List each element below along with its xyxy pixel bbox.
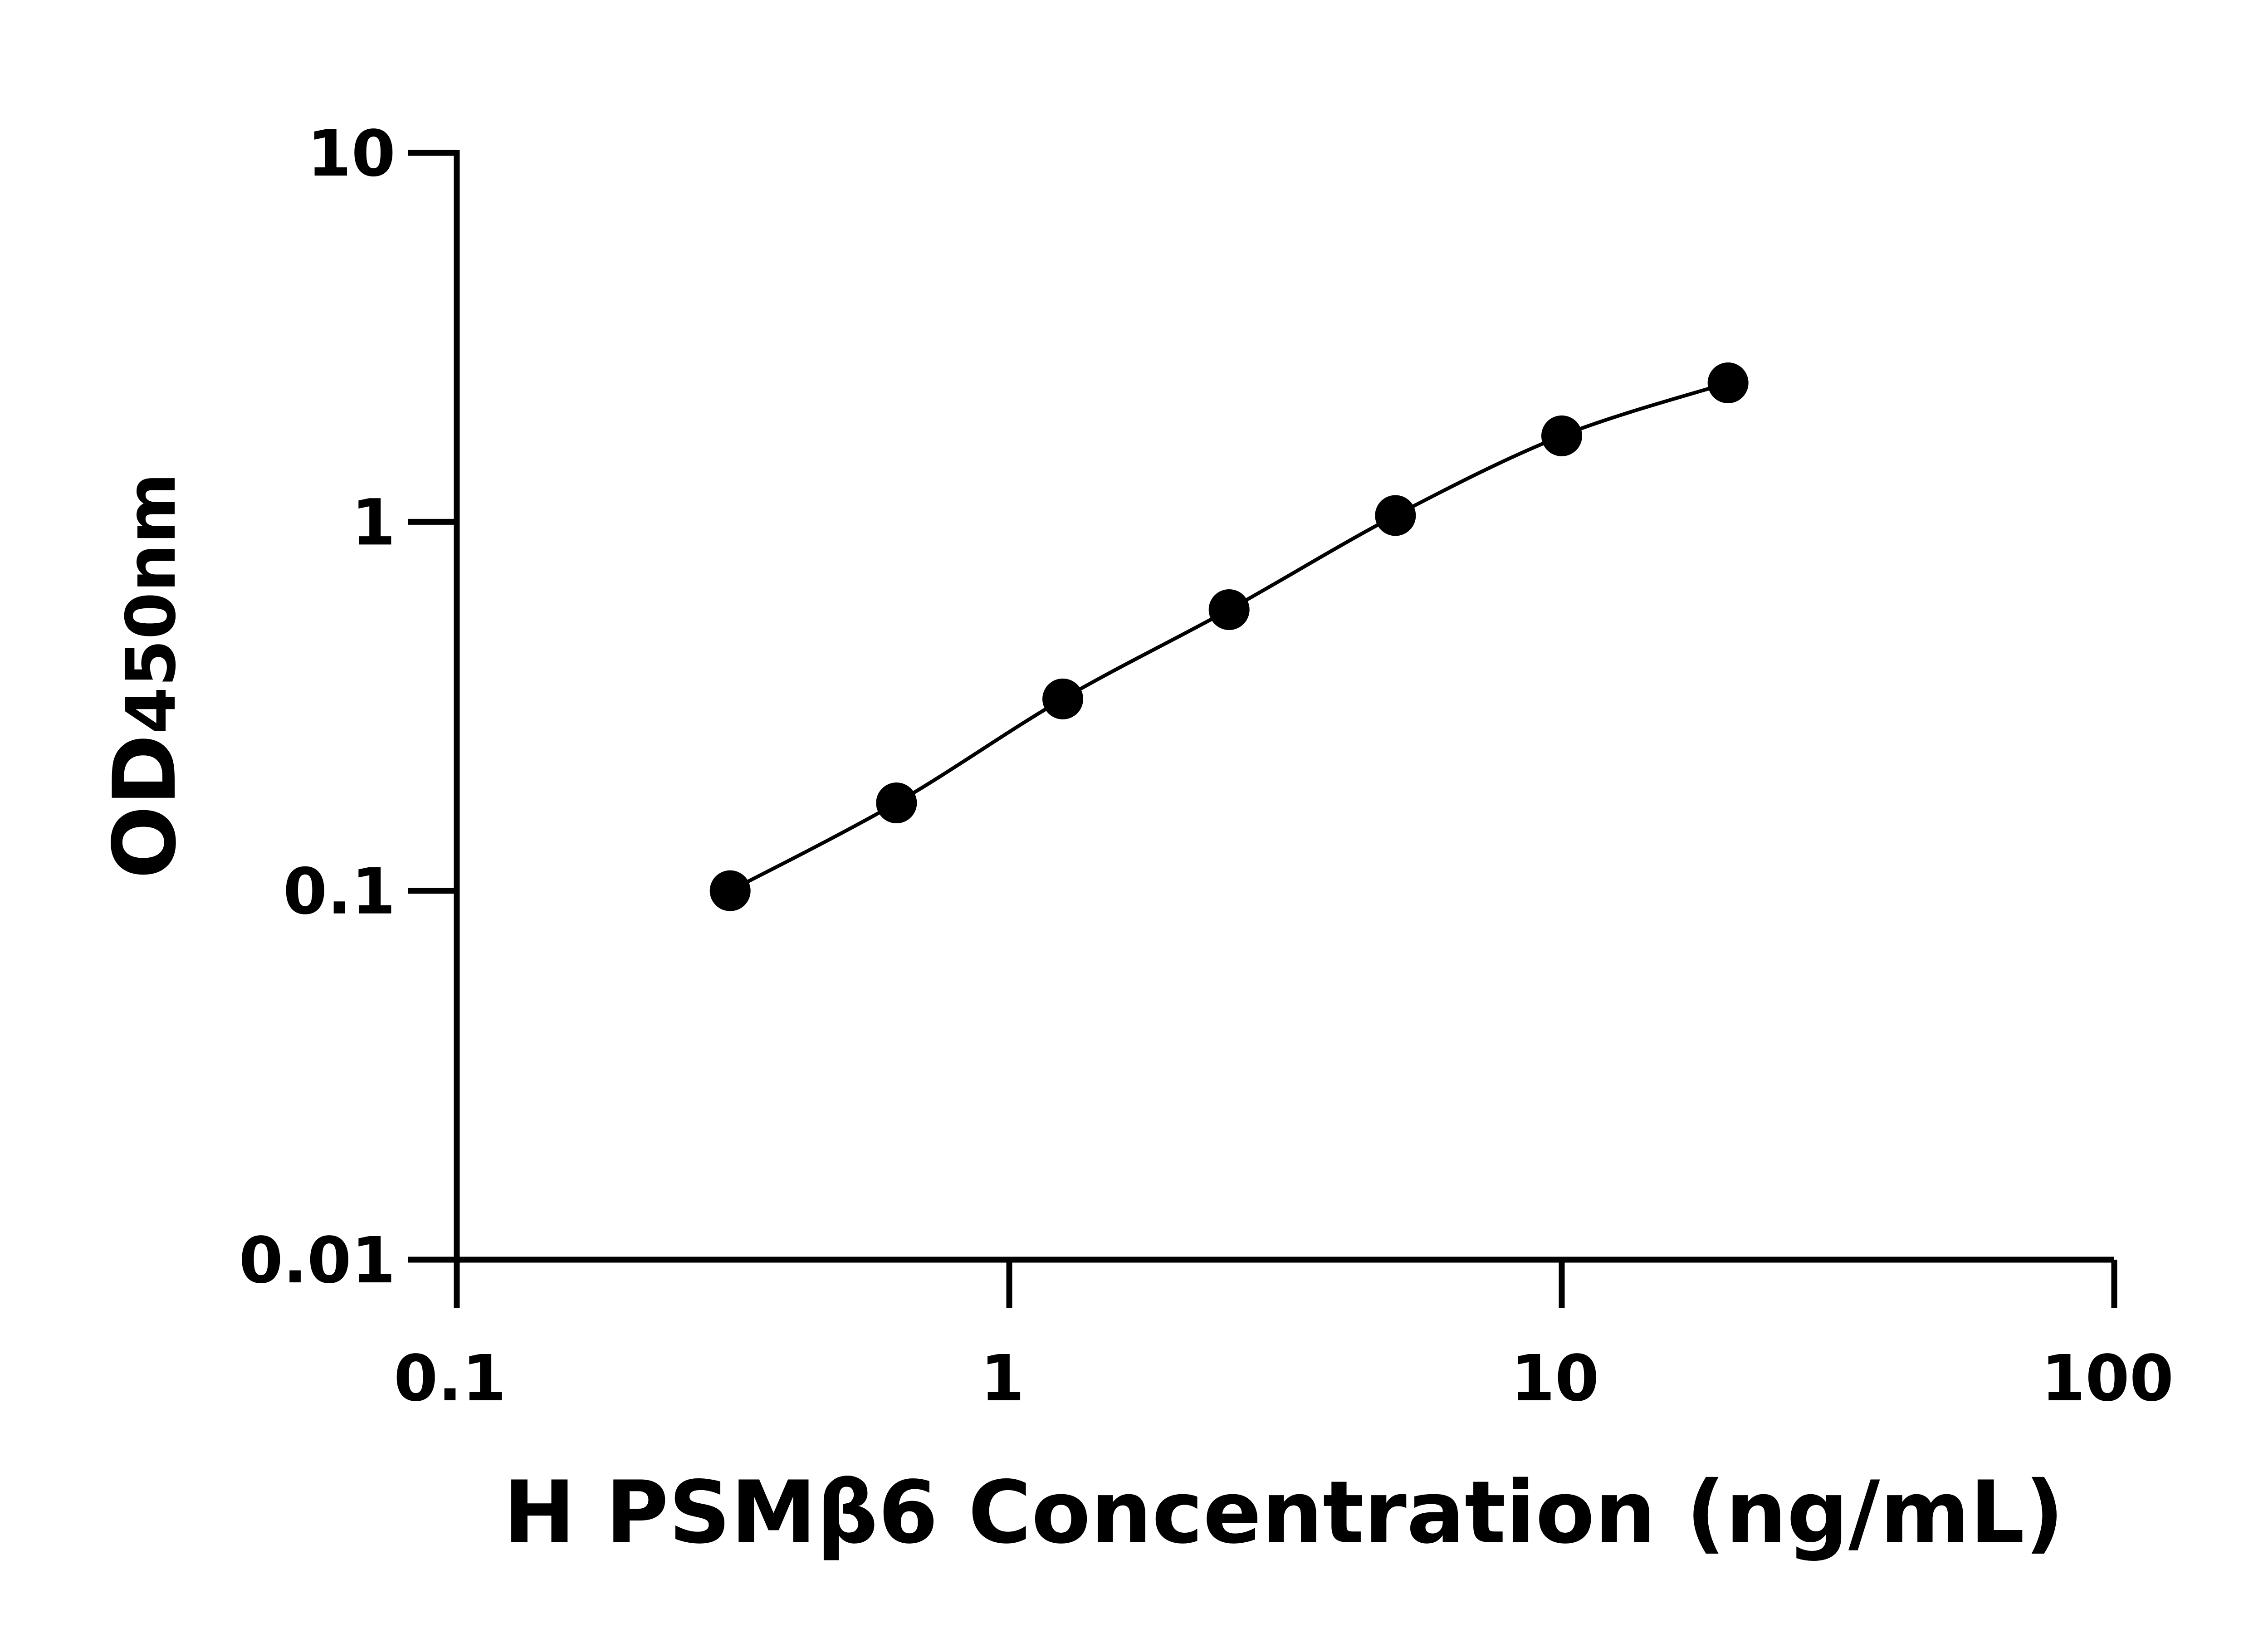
x-tick-label: 10	[1511, 1342, 1599, 1416]
y-tick-label: 1	[352, 486, 396, 560]
ticks: 0.1 1 10 100 0.01 0.1 1 10	[239, 117, 2174, 1416]
y-axis-title-main: OD	[95, 734, 195, 879]
y-tick-label: 0.01	[239, 1224, 396, 1298]
data-point	[1375, 495, 1416, 536]
x-tick-label: 100	[2041, 1342, 2174, 1416]
data-point	[876, 782, 917, 824]
x-tick-label: 0.1	[394, 1342, 506, 1416]
y-tick-label: 0.1	[283, 855, 396, 929]
x-tick-label: 1	[980, 1342, 1024, 1416]
data-point	[1042, 678, 1084, 719]
x-axis-title: H PSMβ6 Concentration (ng/mL)	[503, 1462, 2064, 1563]
y-axis-title-sub: 450nm	[112, 473, 191, 734]
y-axis-title: OD450nm	[95, 473, 195, 879]
data-point	[1208, 589, 1250, 630]
axes	[454, 150, 2114, 1263]
data-point	[709, 870, 751, 911]
data-point	[1541, 415, 1582, 456]
data-points	[709, 362, 1749, 911]
data-point	[1707, 362, 1749, 404]
y-tick-label: 10	[307, 117, 396, 191]
